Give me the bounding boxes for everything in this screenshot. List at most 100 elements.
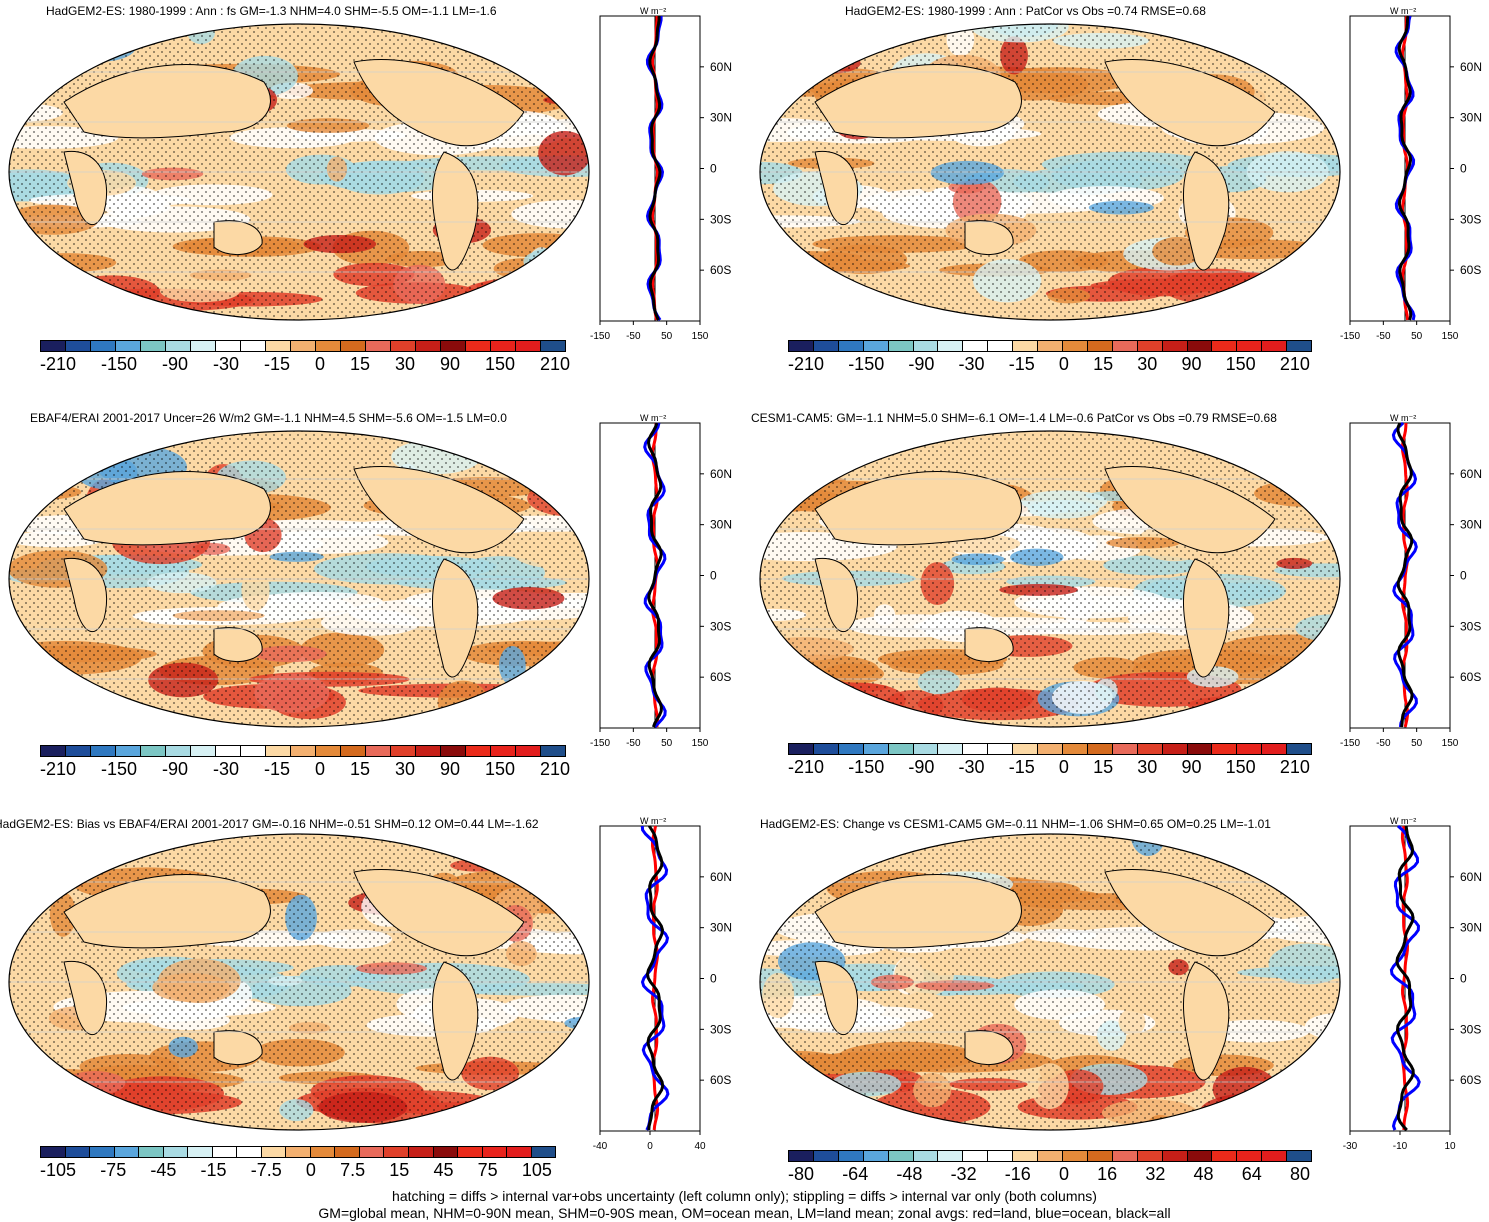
colorbar-swatch bbox=[1186, 744, 1212, 754]
latitude-label: 30S bbox=[1460, 212, 1481, 226]
zonal-axis-tick: 150 bbox=[1442, 738, 1459, 749]
colorbar-tick-label: -210 bbox=[788, 757, 825, 777]
latitude-label: 30N bbox=[1460, 518, 1482, 532]
colorbar-swatch bbox=[1186, 1151, 1212, 1161]
latitude-label: 30N bbox=[710, 921, 732, 935]
zonal-mean-line bbox=[1400, 825, 1410, 1131]
colorbar-swatch bbox=[1086, 744, 1112, 754]
colorbar-swatch bbox=[64, 1147, 90, 1157]
panel-title: HadGEM2-ES: Change vs CESM1-CAM5 GM=-0.1… bbox=[760, 817, 1271, 831]
colorbar-swatch bbox=[1037, 341, 1062, 351]
latitude-label: 30N bbox=[710, 111, 732, 125]
colorbar-swatch bbox=[65, 746, 90, 756]
colorbar-swatch bbox=[1236, 1151, 1262, 1161]
colorbar-swatch bbox=[481, 1147, 507, 1157]
colorbar-labels: -210 -150 -90 -30 -15 0 15 30 90 150 210 bbox=[40, 354, 570, 375]
colorbar bbox=[788, 340, 1312, 352]
colorbar-swatch bbox=[1136, 1151, 1162, 1161]
latitude-label: 60S bbox=[710, 1073, 731, 1087]
latitude-label: 0 bbox=[1460, 569, 1467, 583]
latitude-label: 0 bbox=[710, 569, 717, 583]
colorbar-swatch bbox=[962, 1151, 988, 1161]
zonal-axis-tick: -30 bbox=[1343, 1141, 1358, 1152]
colorbar-swatch bbox=[540, 341, 565, 351]
colorbar-tick-label: 45 bbox=[433, 1160, 454, 1180]
colorbar-swatch bbox=[236, 1147, 261, 1157]
colorbar-swatch bbox=[837, 1151, 863, 1161]
colorbar-swatch bbox=[1186, 341, 1212, 351]
colorbar-tick-label: -7.5 bbox=[250, 1160, 282, 1180]
colorbar-swatch bbox=[887, 1151, 913, 1161]
zonal-axis-tick: 50 bbox=[1411, 331, 1423, 342]
colorbar-labels: -210 -150 -90 -30 -15 0 15 30 90 150 210 bbox=[788, 354, 1310, 375]
colorbar-swatch bbox=[1286, 341, 1312, 351]
colorbar-swatch bbox=[1261, 1151, 1287, 1161]
colorbar-swatch bbox=[987, 1151, 1013, 1161]
colorbar-swatch bbox=[812, 341, 838, 351]
colorbar-swatch bbox=[211, 1147, 237, 1157]
colorbar-tick-label: 150 bbox=[1225, 757, 1256, 777]
colorbar-swatch bbox=[215, 746, 240, 756]
colorbar bbox=[40, 745, 566, 757]
colorbar-tick-label: -48 bbox=[896, 1164, 923, 1184]
panel-4: CESM1-CAM5: GM=-1.1 NHM=5.0 SHM=-6.1 OM=… bbox=[745, 405, 1489, 805]
colorbar-swatch bbox=[530, 1147, 556, 1157]
latitude-label: 30S bbox=[710, 619, 731, 633]
panel-2: HadGEM2-ES: 1980-1999 : Ann : PatCor vs … bbox=[745, 0, 1489, 400]
zonal-mean-line bbox=[1391, 421, 1418, 728]
latitude-label: 60N bbox=[710, 60, 732, 74]
zonal-axis-tick: -50 bbox=[1376, 331, 1391, 342]
colorbar-swatch bbox=[1236, 744, 1262, 754]
colorbar-swatch bbox=[365, 341, 390, 351]
colorbar-tick-label: 0 bbox=[305, 1160, 316, 1180]
colorbar-swatch bbox=[90, 746, 115, 756]
latitude-label: 0 bbox=[710, 162, 717, 176]
colorbar-tick-label: -90 bbox=[908, 757, 935, 777]
colorbar-swatch bbox=[1111, 1151, 1137, 1161]
colorbar-swatch bbox=[1136, 744, 1162, 754]
colorbar-tick-label: 90 bbox=[1181, 757, 1202, 777]
panel-title: HadGEM2-ES: 1980-1999 : Ann : fs GM=-1.3… bbox=[46, 4, 497, 18]
latitude-label: 60N bbox=[1460, 870, 1482, 884]
colorbar-tick-label: -15 bbox=[1008, 354, 1035, 374]
colorbar-swatch bbox=[515, 341, 540, 351]
colorbar-swatch bbox=[887, 744, 913, 754]
colorbar-swatch bbox=[340, 341, 365, 351]
colorbar-swatch bbox=[490, 341, 515, 351]
colorbar-tick-label: -64 bbox=[842, 1164, 869, 1184]
colorbar-tick-label: 210 bbox=[1279, 354, 1310, 374]
colorbar-tick-label: 15 bbox=[389, 1160, 410, 1180]
colorbar-swatch bbox=[290, 341, 315, 351]
colorbar-tick-label: 75 bbox=[477, 1160, 498, 1180]
latitude-label: 30N bbox=[1460, 111, 1482, 125]
units-label: W m⁻² bbox=[640, 6, 666, 16]
colorbar-swatch bbox=[862, 744, 888, 754]
units-label: W m⁻² bbox=[640, 413, 666, 423]
colorbar-swatch bbox=[515, 746, 540, 756]
colorbar-swatch bbox=[1061, 744, 1087, 754]
colorbar-swatch bbox=[837, 744, 863, 754]
colorbar-tick-label: -150 bbox=[101, 354, 138, 374]
colorbar-tick-label: -105 bbox=[40, 1160, 77, 1180]
colorbar-tick-label: 150 bbox=[1225, 354, 1256, 374]
colorbar-swatch bbox=[415, 746, 440, 756]
colorbar-tick-label: -30 bbox=[212, 354, 239, 374]
colorbar-tick-label: 0 bbox=[1058, 354, 1069, 374]
latitude-label: 60N bbox=[710, 467, 732, 481]
colorbar-tick-label: -150 bbox=[848, 757, 885, 777]
colorbar-tick-label: 210 bbox=[539, 759, 570, 779]
zonal-axis-tick: 150 bbox=[1442, 331, 1459, 342]
colorbar-labels: -210 -150 -90 -30 -15 0 15 30 90 150 210 bbox=[788, 757, 1310, 778]
colorbar-swatch bbox=[812, 744, 838, 754]
colorbar-swatch bbox=[1061, 341, 1087, 351]
colorbar-tick-label: -210 bbox=[40, 354, 77, 374]
colorbar-tick-label: -45 bbox=[150, 1160, 177, 1180]
colorbar-swatch bbox=[937, 341, 963, 351]
colorbar-swatch bbox=[89, 1147, 114, 1157]
colorbar-swatch bbox=[1236, 341, 1262, 351]
latitude-label: 60S bbox=[1460, 670, 1481, 684]
colorbar-swatch bbox=[187, 1147, 212, 1157]
colorbar-swatch bbox=[789, 341, 813, 351]
colorbar-swatch bbox=[315, 746, 340, 756]
zonal-axis-tick: -50 bbox=[1376, 738, 1391, 749]
